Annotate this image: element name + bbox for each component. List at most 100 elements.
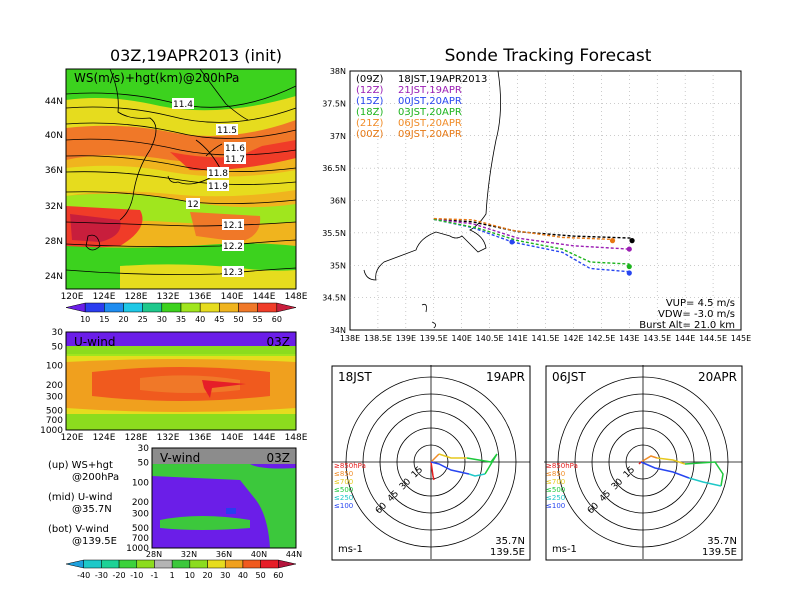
pressure-tick-label: 200 <box>132 498 149 508</box>
legend-time-utc: (21Z) <box>356 118 383 129</box>
lat-tick-label: 28N <box>45 237 63 247</box>
pressure-legend-item: ≤100 <box>546 502 565 510</box>
pressure-tick-label: 700 <box>132 534 149 544</box>
pressure-legend-item: ≤700 <box>546 478 565 486</box>
note-line: @139.5E <box>72 536 117 547</box>
pressure-legend-item: ≤250 <box>334 494 353 502</box>
hodograph-trace <box>638 461 642 465</box>
lon-tick-label: 140.5E <box>476 334 504 343</box>
legend-time-utc: (09Z) <box>356 74 383 85</box>
track-endpoint <box>626 270 632 276</box>
colorbar-swatch <box>118 559 138 569</box>
contour-label: 11.5 <box>217 126 237 136</box>
stat-vup: VUP= 4.5 m/s <box>666 298 735 309</box>
lat-tick-label: 36N <box>330 197 346 206</box>
ws-lat-ticks: 44N 40N 36N 32N 28N 24N <box>45 97 63 282</box>
pressure-tick-label: 200 <box>46 381 63 391</box>
hodograph-lat: 35.7N <box>707 536 737 547</box>
lon-tick-label: 148E <box>285 292 308 302</box>
lat-tick-label: 35N <box>330 261 346 270</box>
lat-tick-label: 40N <box>251 550 267 559</box>
lat-tick-label: 36N <box>216 550 232 559</box>
legend-time-jst: 18JST,19APR2013 <box>398 74 487 85</box>
pressure-tick-label: 30 <box>138 444 150 454</box>
colorbar-label: 30 <box>157 315 167 324</box>
track-legend: (09Z) 18JST,19APR2013 (12Z) 21JST,19APR (15Z… <box>356 74 487 140</box>
colorbar-swatch <box>224 559 244 569</box>
colorbar-swatch <box>104 302 124 313</box>
hodograph-trace <box>468 473 486 477</box>
track-lat-ticks: 38N 37.5N 37N 36.5N 36N 35.5N 35N 34.5N 34N <box>322 67 346 335</box>
colorbar-label: 1 <box>170 571 175 580</box>
colorbar-swatch <box>123 302 143 313</box>
pressure-tick-label: 500 <box>132 524 149 534</box>
colorbar-label: -40 <box>77 571 90 580</box>
lat-tick-label: 37N <box>330 132 346 141</box>
lon-tick-label: 144.5E <box>699 334 727 343</box>
lon-tick-label: 139.5E <box>420 334 448 343</box>
lat-tick-label: 32N <box>181 550 197 559</box>
v-lat-ticks: 28N 32N 36N 40N 44N <box>146 550 302 559</box>
pressure-legend-item: ≤500 <box>334 486 353 494</box>
colorbar-swatch <box>257 302 278 313</box>
colorbar-swatch <box>207 559 226 569</box>
colorbar-label: 25 <box>138 315 148 324</box>
pressure-tick-label: 1000 <box>40 426 63 436</box>
contour-label: 11.8 <box>208 169 228 179</box>
pressure-tick-label: 1000 <box>126 544 149 554</box>
lat-tick-label: 24N <box>45 272 63 282</box>
colorbar-swatch <box>65 559 84 569</box>
hodograph-trace <box>688 477 722 487</box>
hodograph-lon: 139.5E <box>490 547 525 558</box>
pressure-tick-label: 700 <box>46 416 63 426</box>
pressure-tick-label: 30 <box>52 328 64 338</box>
lon-tick-label: 148E <box>285 433 308 443</box>
lon-tick-label: 128E <box>125 292 148 302</box>
contour-label: 11.4 <box>173 100 193 110</box>
pressure-legend-item: ≤500 <box>546 486 565 494</box>
colorbar-swatch <box>189 559 208 569</box>
lon-tick-label: 136E <box>189 292 212 302</box>
colorbar-swatch <box>84 302 105 313</box>
lon-tick-label: 140E <box>221 292 244 302</box>
colorbar-label: 30 <box>220 571 230 580</box>
track-endpoint <box>509 239 515 245</box>
ws-colorbar: 10 15 20 25 30 35 40 45 50 55 60 <box>65 302 297 324</box>
lon-tick-label: 144E <box>253 433 276 443</box>
note-line: @200hPa <box>72 472 119 483</box>
v-wind-time: 03Z <box>267 451 291 465</box>
pressure-legend-item: ≥850hPa <box>334 462 366 470</box>
note-line: @35.7N <box>72 504 112 515</box>
pressure-legend-item: ≤700 <box>334 478 353 486</box>
hodograph-lat: 35.7N <box>495 536 525 547</box>
stat-burst-alt: Burst Alt= 21.0 km <box>639 320 735 331</box>
colorbar-label: 50 <box>233 315 243 324</box>
lon-tick-label: 143.5E <box>643 334 671 343</box>
pressure-legend-item: ≤850 <box>546 470 565 478</box>
sonde-track <box>433 218 630 250</box>
legend-time-jst: 21JST,19APR <box>398 85 462 96</box>
colorbar-label: 10 <box>80 315 90 324</box>
panel-notes: (up) WS+hgt@200hPa (mid) U-wind@35.7N (bot… <box>48 460 119 547</box>
colorbar-swatch <box>83 559 102 569</box>
hodograph-lon: 139.5E <box>702 547 737 558</box>
sonde-track <box>433 218 633 239</box>
contour-label: 12.3 <box>223 268 243 278</box>
colorbar-swatch <box>161 302 182 313</box>
colorbar-swatch <box>242 559 261 569</box>
lon-tick-label: 132E <box>157 433 180 443</box>
pressure-legend-item: ≤850 <box>334 470 353 478</box>
lat-tick-label: 32N <box>45 202 63 212</box>
lon-tick-label: 145E <box>731 334 751 343</box>
lon-tick-label: 120E <box>61 292 84 302</box>
colorbar-swatch <box>171 559 191 569</box>
lon-tick-label: 132E <box>157 292 180 302</box>
left-title: 03Z,19APR2013 (init) <box>110 46 282 65</box>
lat-tick-label: 34N <box>330 326 346 335</box>
hodograph-trace <box>438 453 467 459</box>
u-wind-label: U-wind <box>74 335 115 349</box>
colorbar-label: 10 <box>185 571 195 580</box>
pressure-tick-label: 300 <box>46 392 63 402</box>
lon-tick-label: 140E <box>452 334 472 343</box>
